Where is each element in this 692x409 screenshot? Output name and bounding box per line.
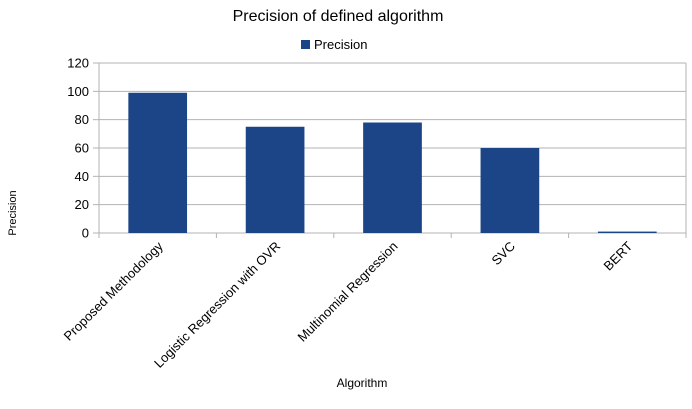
y-tick-label: 0 [82, 226, 89, 241]
bar [597, 231, 657, 233]
y-tick-label: 100 [67, 84, 89, 99]
bar [363, 122, 422, 233]
x-tick-label: SVC [489, 239, 519, 269]
bar [480, 148, 540, 233]
y-tick-label: 120 [67, 56, 89, 71]
y-tick-label: 20 [75, 197, 89, 212]
bar [245, 126, 305, 233]
legend-label: Precision [314, 37, 367, 52]
legend-swatch [301, 40, 310, 49]
x-tick-label: Multinomial Regression [294, 239, 400, 345]
y-tick-label: 40 [75, 169, 89, 184]
y-axis-label: Precision [7, 190, 19, 235]
x-axis-label: Algorithm [337, 376, 388, 390]
y-tick-label: 80 [75, 112, 89, 127]
y-tick-label: 60 [75, 141, 89, 156]
legend: Precision [301, 37, 367, 52]
x-tick-label: BERT [600, 238, 635, 273]
x-tick-label: Proposed Methodology [61, 238, 167, 344]
bar [128, 92, 188, 233]
bars [128, 92, 657, 233]
chart-title: Precision of defined algorithm [233, 8, 444, 25]
x-tick-label: Logistic Regression with OVR [151, 239, 283, 371]
